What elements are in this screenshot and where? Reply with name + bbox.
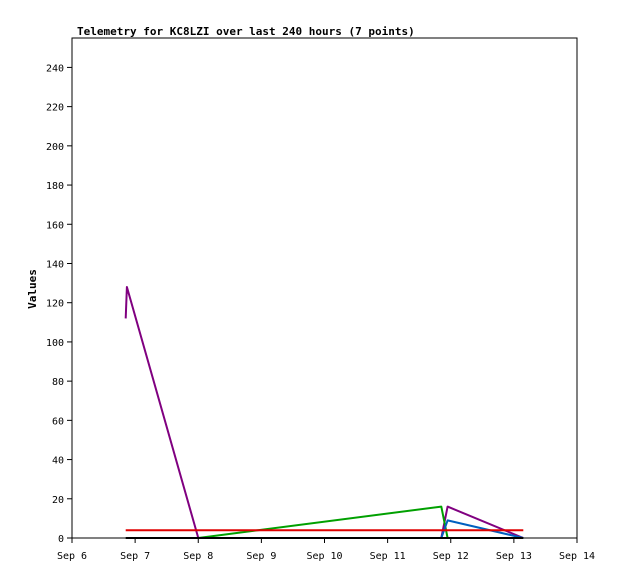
y-tick-label: 60 bbox=[52, 416, 64, 427]
x-tick-label: Sep 13 bbox=[496, 551, 532, 562]
series-layer bbox=[124, 286, 524, 539]
y-tick-label: 20 bbox=[52, 495, 64, 506]
y-tick-label: 80 bbox=[52, 377, 64, 388]
x-tick-label: Sep 8 bbox=[183, 551, 213, 562]
series-line-0 bbox=[124, 286, 524, 539]
y-axis: 0 20 40 60 80 100 120 140 160 180 200 220 240 bbox=[46, 63, 72, 545]
y-tick-label: 200 bbox=[46, 142, 64, 153]
y-tick-label: 0 bbox=[58, 534, 64, 545]
x-axis: Sep 6 Sep 7 Sep 8 Sep 9 Sep 10 Sep 11 Sep 12 Se… bbox=[57, 538, 595, 562]
y-tick-label: 120 bbox=[46, 299, 64, 310]
y-tick-label: 220 bbox=[46, 103, 64, 114]
y-tick-label: 40 bbox=[52, 456, 64, 467]
plot-frame bbox=[71, 37, 578, 539]
y-tick-label: 180 bbox=[46, 181, 64, 192]
series-line-2 bbox=[440, 519, 524, 539]
x-tick-label: Sep 7 bbox=[120, 551, 150, 562]
x-tick-label: Sep 12 bbox=[433, 551, 469, 562]
x-tick-label: Sep 6 bbox=[57, 551, 87, 562]
x-tick-label: Sep 9 bbox=[246, 551, 276, 562]
y-tick-label: 140 bbox=[46, 259, 64, 270]
chart-title: Telemetry for KC8LZI over last 240 hours… bbox=[77, 25, 415, 38]
y-tick-label: 100 bbox=[46, 338, 64, 349]
x-tick-label: Sep 10 bbox=[306, 551, 342, 562]
y-tick-label: 160 bbox=[46, 220, 64, 231]
y-axis-title: Values bbox=[26, 269, 39, 309]
x-tick-label: Sep 11 bbox=[370, 551, 406, 562]
y-tick-label: 240 bbox=[46, 63, 64, 74]
series-line-1 bbox=[198, 505, 524, 539]
x-tick-label: Sep 14 bbox=[559, 551, 595, 562]
